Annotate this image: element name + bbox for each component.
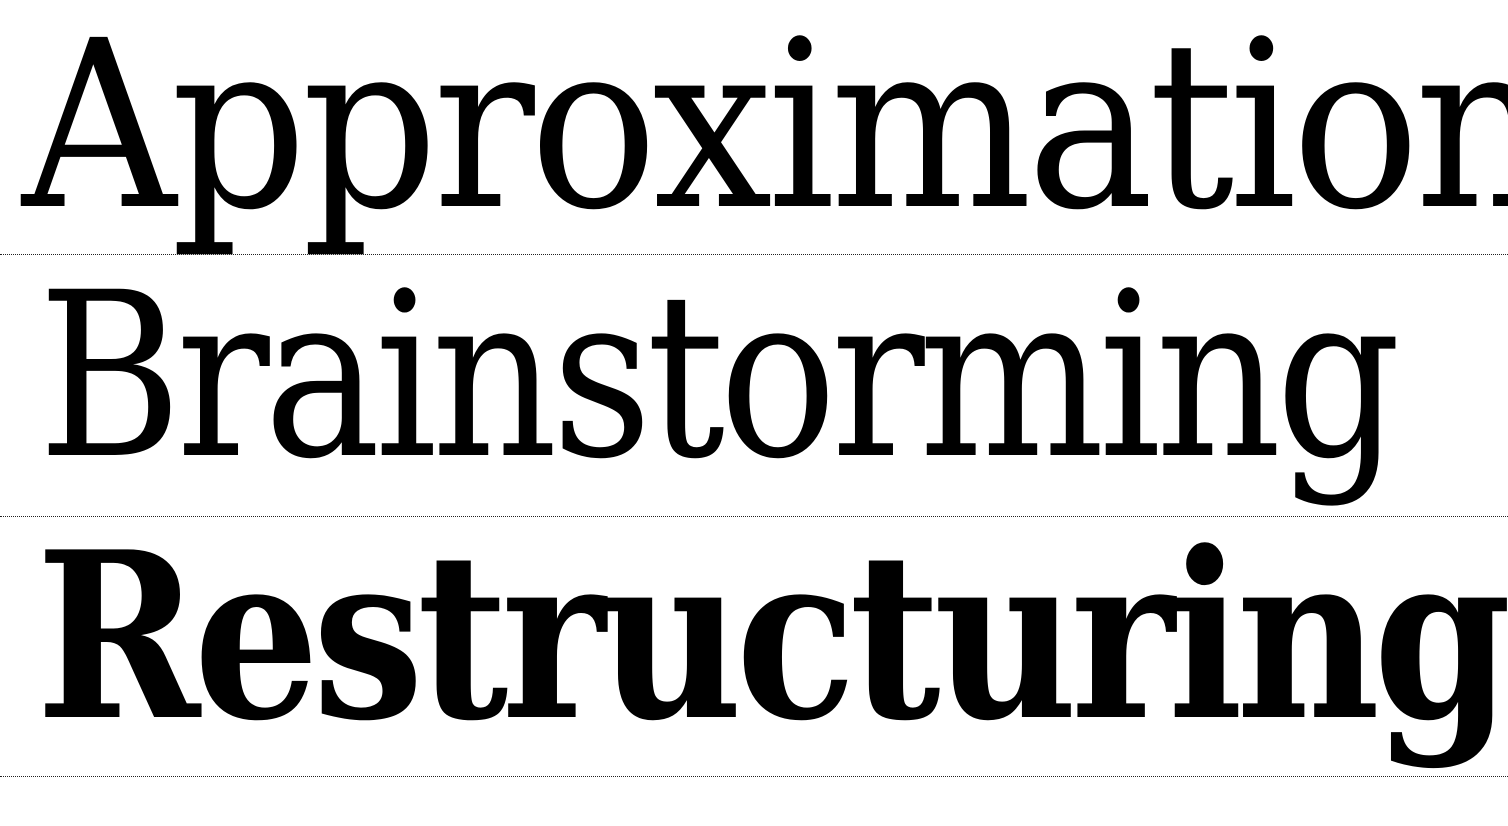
dotted-baseline-rule [0, 516, 1508, 517]
dotted-baseline-rule [0, 254, 1508, 255]
specimen-word-regular: Brainstorming [38, 243, 1401, 509]
specimen-row-regular: Brainstorming [0, 256, 1508, 516]
specimen-row-light: Approximation [0, 0, 1508, 256]
specimen-word-light: Approximation [22, 0, 1508, 261]
dotted-baseline-rule [0, 776, 1508, 777]
specimen-row-bold: Restructuring [0, 518, 1508, 778]
specimen-word-bold: Restructuring [36, 502, 1508, 772]
